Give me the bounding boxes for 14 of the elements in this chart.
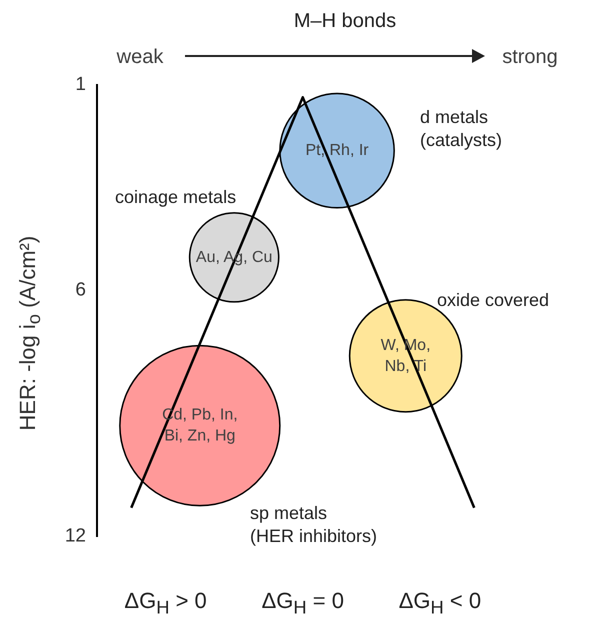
x-tick-label: ΔG$_{H}$ < 0 — [398, 588, 482, 618]
annotation: d metals (catalysts) — [420, 106, 504, 152]
text: weak — [116, 45, 164, 70]
y-tick-label: 1 — [75, 74, 86, 96]
y-tick-label: 6 — [75, 279, 86, 300]
y-tick-label: 12 — [64, 526, 86, 547]
x-tick-label: ΔG$_{H}$ > 0 — [123, 588, 208, 618]
data-label: Pt, Rh, Ir — [305, 142, 370, 160]
annotation: oxide covered — [437, 289, 550, 312]
x-tick-label: ΔG$_{H}$ = 0 — [260, 588, 345, 618]
annotation: coinage metals — [115, 186, 238, 209]
text: strong — [501, 45, 559, 70]
annotation: sp metals (HER inhibitors) — [250, 502, 378, 548]
chart-title: M–H bonds — [292, 10, 398, 33]
